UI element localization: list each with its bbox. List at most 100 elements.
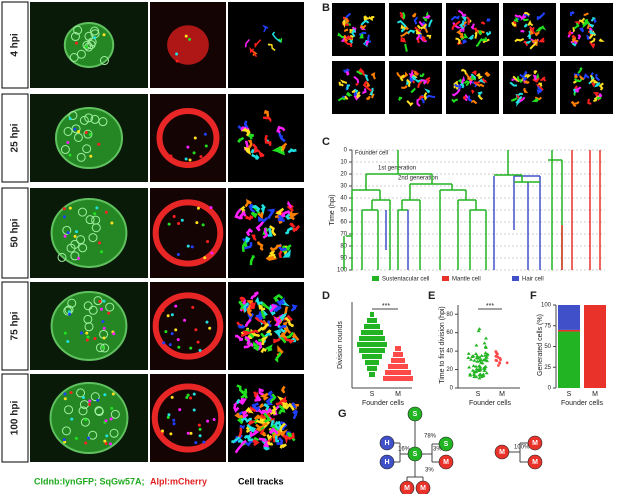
cell-track xyxy=(291,332,300,342)
cell xyxy=(94,407,104,417)
cell-track xyxy=(570,11,575,16)
cell-track xyxy=(520,74,528,82)
cell-track xyxy=(257,323,270,333)
nucleus xyxy=(189,346,193,350)
percent: 3% xyxy=(425,468,434,474)
point xyxy=(466,351,471,355)
cell-track xyxy=(402,71,409,79)
cell xyxy=(63,306,73,316)
cell-track xyxy=(283,402,295,411)
axis-title: Founder cells xyxy=(362,400,405,407)
nucleus xyxy=(112,332,116,336)
cell-track xyxy=(343,34,349,42)
cell-track xyxy=(465,73,473,82)
axis-title: Division rounds xyxy=(337,321,344,369)
cell-track xyxy=(267,441,274,446)
nucleus xyxy=(62,207,66,211)
y-tick-label: 70 xyxy=(340,232,347,238)
cell xyxy=(83,301,93,311)
cell-track xyxy=(274,352,282,363)
cell-track xyxy=(571,100,577,108)
mantle xyxy=(151,383,225,453)
point xyxy=(482,368,487,372)
cell-track xyxy=(355,83,359,86)
cell-track xyxy=(344,95,349,100)
cell-track xyxy=(356,70,363,75)
row-label: 50 hpi xyxy=(10,218,21,247)
lineage-tree xyxy=(561,150,601,270)
cell-track xyxy=(573,22,580,30)
cell-track xyxy=(450,15,460,21)
point xyxy=(471,364,476,368)
cell-track xyxy=(255,418,266,424)
cell xyxy=(76,49,86,59)
nucleus xyxy=(194,328,198,332)
cell-track xyxy=(285,227,293,235)
cell xyxy=(71,124,81,134)
cell-track xyxy=(362,83,373,92)
cell-track xyxy=(233,401,240,413)
cell-track xyxy=(279,312,288,322)
y-tick-label: 50 xyxy=(340,208,347,214)
annotation: 1st generation xyxy=(378,166,416,172)
cell-track xyxy=(539,25,547,31)
cell-track xyxy=(396,19,407,28)
axis-title: Founder cells xyxy=(469,400,512,407)
nucleus xyxy=(169,154,173,158)
row-label-box xyxy=(1,281,29,371)
track-image xyxy=(560,3,613,56)
cell-track xyxy=(370,72,376,80)
cell-track xyxy=(273,316,282,327)
lineage-node xyxy=(407,446,423,462)
axis-title: Founder cells xyxy=(561,400,604,407)
cell-track xyxy=(533,70,538,75)
cell xyxy=(64,405,74,415)
cell-track xyxy=(423,14,431,19)
nucleus xyxy=(89,154,93,158)
percent: 78% xyxy=(424,434,437,440)
axis-title: Generated cells (%) xyxy=(537,314,544,376)
cell-track xyxy=(592,92,599,98)
cell-track xyxy=(342,19,346,29)
cell xyxy=(85,215,95,225)
y-tick-label: 60 xyxy=(340,220,347,226)
cell-track xyxy=(587,98,592,105)
nucleus xyxy=(88,132,92,136)
node-label: S xyxy=(444,441,449,448)
cell-track xyxy=(426,34,432,39)
y-tick-label: 0 xyxy=(450,386,454,392)
cell-track xyxy=(419,72,425,78)
point xyxy=(469,357,474,361)
cell-track xyxy=(421,35,426,42)
point xyxy=(474,369,479,373)
cell-track xyxy=(467,95,473,102)
point xyxy=(474,343,479,347)
cell-track xyxy=(289,222,296,228)
cell-track xyxy=(287,148,297,154)
cell-track xyxy=(281,385,286,394)
x-tick-label: S xyxy=(476,391,481,398)
lineage-tree xyxy=(343,150,487,270)
cell-track xyxy=(241,127,251,137)
cell-track xyxy=(273,337,282,344)
nucleus xyxy=(169,432,173,436)
distribution xyxy=(383,376,413,381)
cell-track xyxy=(267,43,276,51)
cell-track xyxy=(574,87,580,93)
cell-track xyxy=(285,432,295,440)
cell-track xyxy=(473,81,481,85)
cell-track xyxy=(243,302,250,314)
cell-track xyxy=(240,126,250,132)
cell-track xyxy=(243,342,255,349)
nucleus xyxy=(98,241,102,245)
cell-track xyxy=(337,32,346,39)
lineage-node xyxy=(527,454,543,470)
cell-track xyxy=(467,34,475,41)
point xyxy=(495,351,498,355)
cell-track xyxy=(262,445,270,451)
nucleus xyxy=(101,345,105,349)
cell-track xyxy=(474,31,478,39)
cell-track xyxy=(590,72,594,76)
panel-label: C xyxy=(322,136,330,148)
cell-track xyxy=(406,100,414,107)
